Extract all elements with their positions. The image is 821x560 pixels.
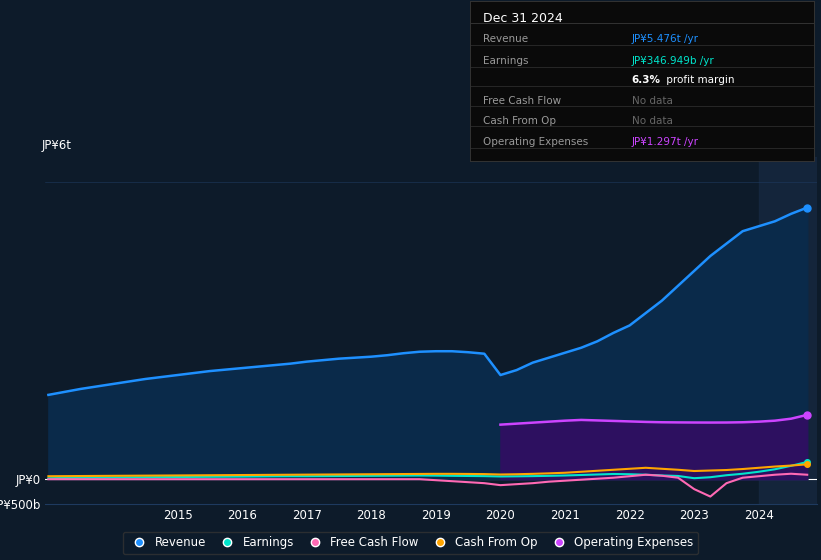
Text: Cash From Op: Cash From Op: [484, 116, 557, 126]
Legend: Revenue, Earnings, Free Cash Flow, Cash From Op, Operating Expenses: Revenue, Earnings, Free Cash Flow, Cash …: [122, 531, 699, 554]
Text: No data: No data: [631, 96, 672, 106]
Text: JP¥346.949b /yr: JP¥346.949b /yr: [631, 56, 714, 66]
Text: profit margin: profit margin: [663, 75, 734, 85]
Text: JP¥1.297t /yr: JP¥1.297t /yr: [631, 137, 699, 147]
Text: Operating Expenses: Operating Expenses: [484, 137, 589, 147]
Text: Revenue: Revenue: [484, 34, 529, 44]
Text: 6.3%: 6.3%: [631, 75, 661, 85]
Bar: [759, 157, 817, 504]
Text: Earnings: Earnings: [484, 56, 529, 66]
Text: JP¥6t: JP¥6t: [41, 138, 71, 152]
Text: Dec 31 2024: Dec 31 2024: [484, 12, 563, 25]
Text: No data: No data: [631, 116, 672, 126]
Text: Free Cash Flow: Free Cash Flow: [484, 96, 562, 106]
Text: JP¥5.476t /yr: JP¥5.476t /yr: [631, 34, 699, 44]
